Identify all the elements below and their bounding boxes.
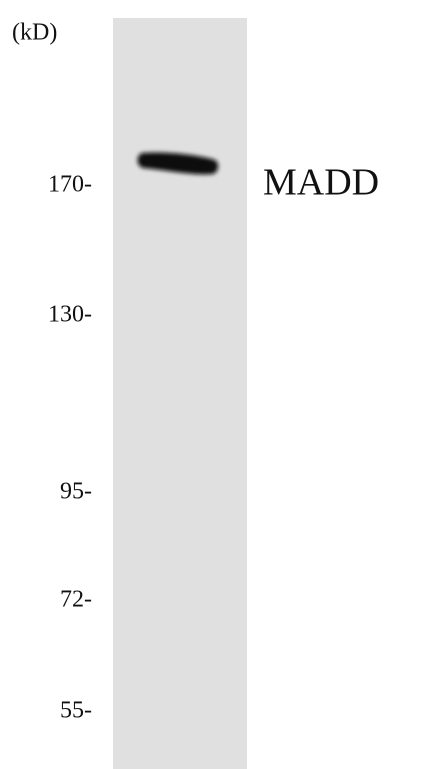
lane: [113, 18, 247, 769]
page: {"unit": "(kD)", "markers": [{"label": "…: [0, 0, 423, 769]
marker-label: 170-: [48, 172, 92, 198]
marker-label: 55-: [60, 698, 92, 724]
unit-label: (kD): [12, 20, 57, 46]
marker-label: 72-: [60, 587, 92, 613]
marker-label: 95-: [60, 479, 92, 505]
marker-label: 130-: [48, 302, 92, 328]
western-blot: (kD) 170- 130- 95- 72- 55- MADD: [0, 0, 423, 769]
band-label: MADD: [263, 162, 379, 204]
